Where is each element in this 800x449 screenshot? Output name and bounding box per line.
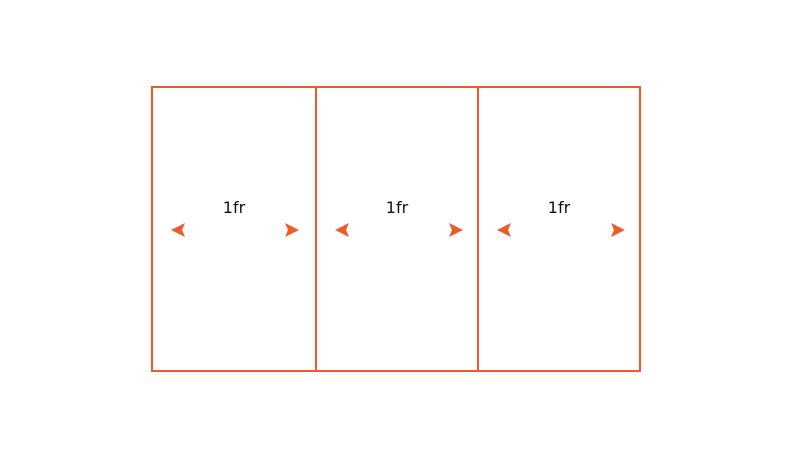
column-2-width-label: 1fr <box>385 198 409 217</box>
double-arrow-icon <box>171 223 299 237</box>
double-arrow-icon <box>335 223 463 237</box>
grid-column-1: 1fr <box>153 88 315 370</box>
css-grid-diagram: 1fr 1fr <box>151 86 641 372</box>
double-arrow-icon <box>497 223 625 237</box>
column-3-width-label: 1fr <box>547 198 571 217</box>
grid-column-2: 1fr <box>315 88 477 370</box>
grid-column-3: 1fr <box>477 88 639 370</box>
column-1-width-label: 1fr <box>222 198 246 217</box>
